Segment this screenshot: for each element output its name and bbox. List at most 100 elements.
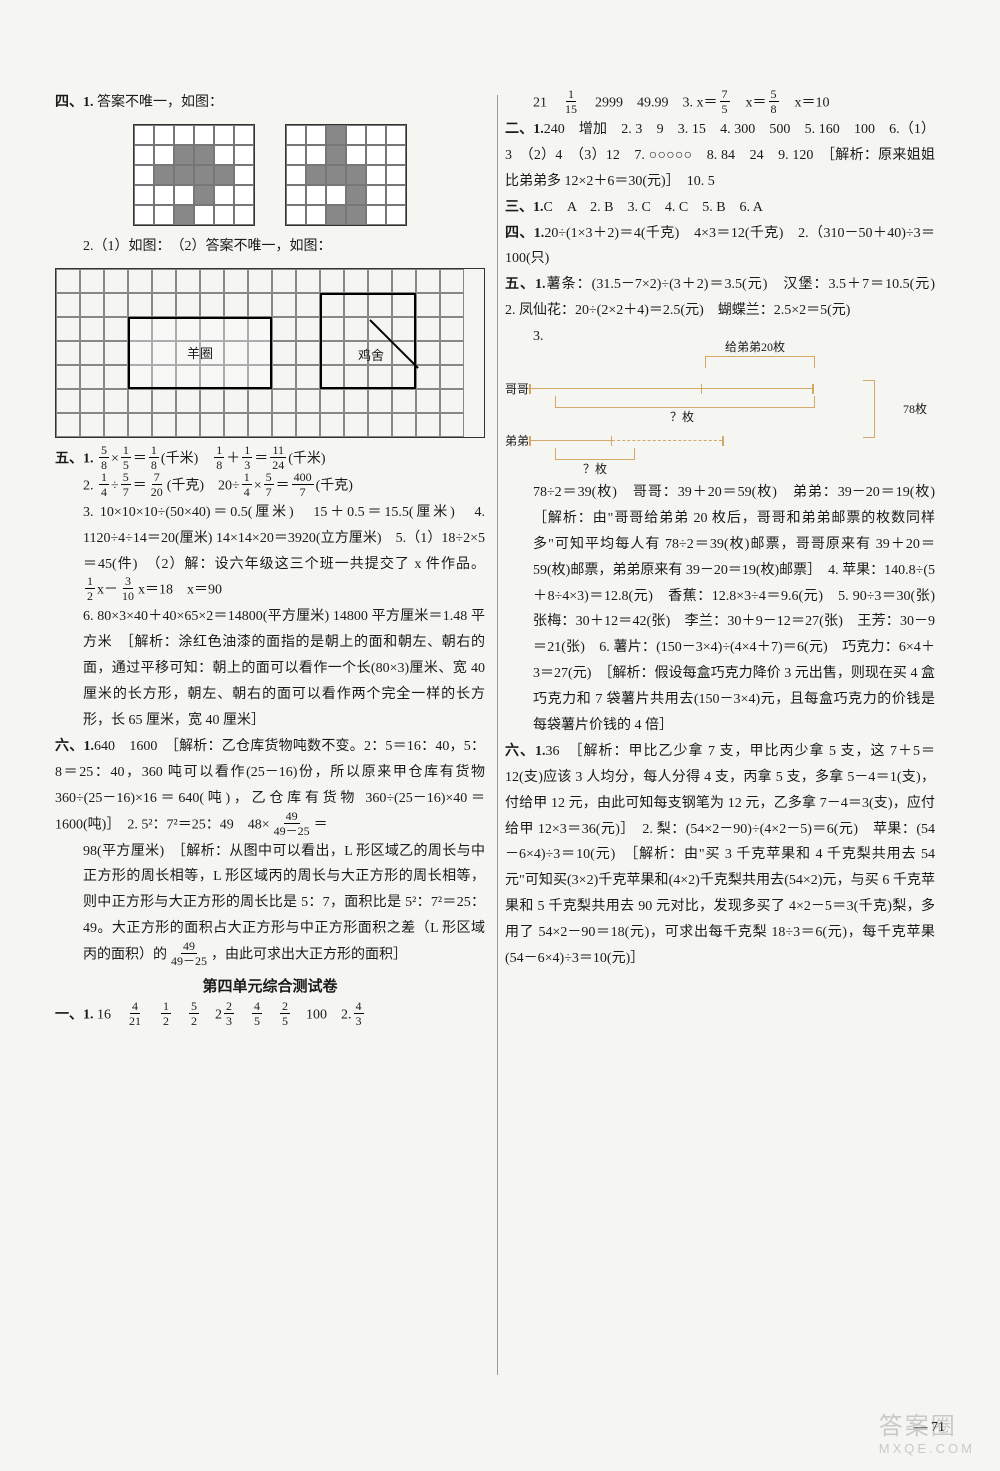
chicken-label: 鸡舍 — [358, 345, 384, 364]
frac-5-8: 58 — [99, 444, 109, 471]
s6-1-text: 640 1600 ［解析：乙仓库货物吨数不变。2：5＝16：40，5：8＝25：… — [55, 739, 485, 832]
rtop1: 21 — [533, 96, 547, 111]
kg1: (千克) — [167, 479, 204, 494]
total-bracket — [863, 380, 875, 438]
stamp-diagram: 给弟弟20枚 哥哥 ？枚 弟弟 ？枚 78枚 — [505, 360, 935, 470]
rs6-text: 36 ［解析：甲比乙少拿 7 支，甲比丙少拿 5 支，这 7＋5＝12(支)应该… — [505, 744, 935, 966]
u1-1-end: 100 2. — [306, 1008, 352, 1023]
frac-7-20: 720 — [149, 471, 165, 498]
s5-5b: x＝90 — [187, 583, 222, 598]
section-6-1: 六、1.640 1600 ［解析：乙仓库货物吨数不变。2：5＝16：40，5：8… — [55, 734, 485, 839]
s4-2-text: 2.（1）如图： （2）答案不唯一，如图： — [55, 234, 485, 260]
frac-11-24: 1124 — [270, 444, 286, 471]
frac-1-4: 14 — [99, 471, 109, 498]
watermark-main: 答案圈 — [879, 1413, 957, 1440]
chicken-pen: 鸡舍 — [320, 293, 416, 389]
give-label: 给弟弟20枚 — [725, 338, 785, 355]
gege-row: 哥哥 — [505, 380, 814, 397]
pixel-grid-b — [285, 124, 407, 226]
s5-3-text: 3. 10×10×10÷(50×40)＝0.5(厘米) 15＋0.5＝15.5(… — [83, 505, 485, 572]
section-5-1: 五、1. 58×15＝18(千米) 18＋13＝1124(千米) — [55, 446, 485, 473]
frac-1-15: 115 — [563, 88, 579, 115]
right-s5: 五、1.薯条：(31.5－7×2)÷(3＋2)＝3.5(元) 汉堡：3.5＋7＝… — [505, 272, 935, 324]
frac-4-5: 45 — [252, 1000, 262, 1027]
s5-2-num: 2. — [83, 479, 94, 494]
u1-1-val: 16 — [97, 1008, 111, 1023]
q2-label: ？枚 — [583, 460, 607, 477]
give-bracket: 给弟弟20枚 — [705, 356, 815, 368]
rs5-text: 薯条：(31.5－7×2)÷(3＋2)＝3.5(元) 汉堡：3.5＋7＝10.5… — [505, 277, 949, 318]
right-top: 21 115 2999 49.99 3. x＝75 x＝58 x＝10 — [505, 90, 935, 117]
km1: (千米) — [161, 452, 198, 467]
pixel-grid-a — [133, 124, 255, 226]
unit1-1: 一、1. 16 421 12 52 223 45 25 100 2.43 — [55, 1002, 485, 1029]
frac-7-5: 75 — [720, 88, 730, 115]
s6-2b-text: 98(平方厘米) ［解析：从图中可以看出，L 形区域乙的周长与中正方形的周长相等… — [83, 844, 485, 963]
frac-49-25: 4949－25 — [272, 810, 312, 837]
s4-1-text: 答案不唯一，如图： — [97, 95, 223, 110]
frac-49-25b: 4949－25 — [169, 940, 209, 967]
section-5-6: 6. 80×3×40＋40×65×2＝14800(平方厘米) 14800 平方厘… — [55, 604, 485, 733]
frac-1-4b: 14 — [242, 471, 252, 498]
section-5-3: 3. 10×10×10÷(50×40)＝0.5(厘米) 15＋0.5＝15.5(… — [55, 500, 485, 605]
left-column: 四、1. 答案不唯一，如图： 2.（1）如图： （2）答案不唯一，如图： 羊圈 … — [55, 90, 485, 1029]
rs2-text: 240 增加 2. 3 9 3. 15 4. 300 500 5. 160 10… — [505, 122, 935, 189]
rtop3: x＝10 — [795, 96, 830, 111]
page-content: 四、1. 答案不唯一，如图： 2.（1）如图： （2）答案不唯一，如图： 羊圈 … — [55, 90, 945, 1029]
frac-1-8: 18 — [149, 444, 159, 471]
total-label: 78枚 — [903, 400, 927, 417]
watermark-sub: MXQE.COM — [879, 1441, 975, 1456]
s4-header: 四、1. — [55, 95, 94, 110]
u1-mid: 2 — [215, 1008, 222, 1023]
frac-1-5: 15 — [121, 444, 131, 471]
frac-400-7: 4007 — [292, 471, 314, 498]
frac-1-2u: 12 — [161, 1000, 171, 1027]
rs5-3-text: 78÷2＝39(枚) 哥哥：39＋20＝59(枚) 弟弟：39－20＝19(枚)… — [505, 480, 935, 739]
sheep-label: 羊圈 — [187, 343, 213, 362]
right-s2: 二、1.240 增加 2. 3 9 3. 15 4. 300 500 5. 16… — [505, 117, 935, 195]
sheep-pen: 羊圈 — [128, 317, 272, 389]
section-4-1: 四、1. 答案不唯一，如图： — [55, 90, 485, 116]
s6-2c-text: ，由此可求出大正方形的面积］ — [211, 948, 407, 963]
watermark: 答案圈 MXQE.COM — [879, 1406, 975, 1456]
section-6-2b: 98(平方厘米) ［解析：从图中可以看出，L 形区域乙的周长与中正方形的周长相等… — [55, 839, 485, 970]
rtop2: 2999 49.99 3. — [595, 96, 693, 111]
rs5-3: 3. — [505, 324, 935, 350]
rs2-header: 二、1. — [505, 122, 544, 137]
kg2: (千克) — [316, 479, 353, 494]
q1-label: ？枚 — [670, 408, 694, 425]
frac-2-3: 23 — [224, 1000, 234, 1027]
frac-5-2: 52 — [189, 1000, 199, 1027]
u1-header: 一、1. — [55, 1008, 94, 1023]
frac-1-8b: 18 — [214, 444, 224, 471]
km2: (千米) — [288, 452, 325, 467]
q-bracket-2: ？枚 — [555, 448, 635, 460]
didi-row: 弟弟 — [505, 432, 724, 449]
s6-header: 六、1. — [55, 739, 94, 754]
frac-4-21: 421 — [127, 1000, 143, 1027]
frac-2-5: 25 — [280, 1000, 290, 1027]
s5-header: 五、1. — [55, 452, 94, 467]
column-divider — [497, 95, 498, 1375]
pixel-grids — [55, 124, 485, 226]
frac-1-2: 12 — [85, 575, 95, 602]
rs4-text: 20÷(1×3＋2)＝4(千克) 4×3＝12(千克) 2.（310－50＋40… — [505, 226, 935, 267]
unit-title: 第四单元综合测试卷 — [55, 975, 485, 996]
frac-5-7b: 57 — [264, 471, 274, 498]
right-s6: 六、1.36 ［解析：甲比乙少拿 7 支，甲比丙少拿 5 支，这 7＋5＝12(… — [505, 739, 935, 972]
frac-4-3: 43 — [354, 1000, 364, 1027]
didi-label: 弟弟 — [505, 432, 529, 449]
rs3-text: C A 2. B 3. C 4. C 5. B 6. A — [544, 200, 763, 215]
right-s3: 三、1.C A 2. B 3. C 4. C 5. B 6. A — [505, 195, 935, 221]
section-5-2: 2. 14÷57＝720(千克) 20÷14×57＝4007(千克) — [55, 473, 485, 500]
right-s4: 四、1.20÷(1×3＋2)＝4(千克) 4×3＝12(千克) 2.（310－5… — [505, 221, 935, 273]
rs5-header: 五、1. — [505, 277, 546, 292]
rs4-header: 四、1. — [505, 226, 544, 241]
frac-5-7: 57 — [121, 471, 131, 498]
gege-label: 哥哥 — [505, 380, 529, 397]
q-bracket-1: ？枚 — [555, 396, 815, 408]
right-column: 21 115 2999 49.99 3. x＝75 x＝58 x＝10 二、1.… — [505, 90, 935, 1029]
frac-5-8r: 58 — [769, 88, 779, 115]
rs3-header: 三、1. — [505, 200, 544, 215]
frac-1-3: 13 — [242, 444, 252, 471]
